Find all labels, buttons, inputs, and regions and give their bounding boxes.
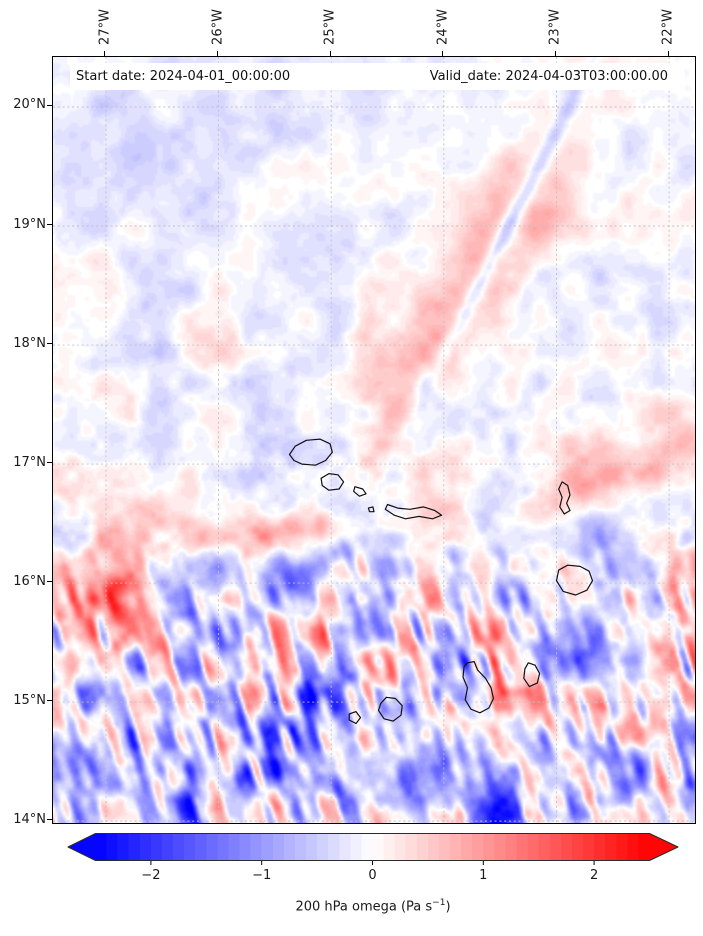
omega-field-heatmap	[53, 56, 695, 823]
lon-tick-label: 26°W	[210, 9, 226, 45]
lat-tick-mark	[47, 224, 52, 225]
lon-tick-mark	[217, 50, 219, 56]
lon-tick-label: 25°W	[322, 9, 338, 45]
colorbar-bar	[67, 832, 679, 862]
island-outline	[367, 505, 375, 512]
island-outline	[353, 485, 367, 497]
lon-tick-mark	[667, 50, 669, 56]
island-outline	[348, 710, 362, 724]
colorbar-tick-label: −2	[141, 868, 161, 883]
valid-date-label: Valid_date: 2024-04-03T03:00:00.00	[429, 68, 668, 84]
lat-tick-label: 17°N	[13, 454, 46, 470]
island-outline	[377, 696, 403, 722]
colorbar-label-exponent: −1	[432, 898, 446, 908]
colorbar-label-text: 200 hPa omega (Pa s	[295, 899, 433, 915]
lat-tick-mark	[47, 343, 52, 345]
lat-tick-label: 18°N	[13, 335, 46, 351]
colorbar-tick-label: 0	[368, 868, 377, 883]
island-outline	[555, 564, 594, 596]
colorbar	[67, 832, 679, 865]
lat-tick-mark	[47, 104, 52, 106]
colorbar-tick-label: 2	[589, 868, 599, 883]
lat-tick-label: 14°N	[13, 811, 46, 827]
map-plot-area: Start date: 2024-04-01_00:00:00 Valid_da…	[52, 55, 696, 824]
lon-tick-label: 27°W	[97, 9, 113, 45]
island-outline	[558, 480, 571, 515]
colorbar-label: 200 hPa omega (Pa s−1)	[52, 898, 694, 914]
colorbar-label-close: )	[445, 899, 451, 915]
island-outline	[462, 660, 494, 713]
lat-tick-mark	[47, 819, 52, 821]
island-outline	[523, 661, 541, 687]
lon-tick-mark	[104, 50, 106, 56]
start-date-label: Start date: 2024-04-01_00:00:00	[76, 68, 291, 84]
island-outline	[288, 438, 333, 466]
lat-tick-label: 16°N	[13, 573, 46, 589]
title-band: Start date: 2024-04-01_00:00:00 Valid_da…	[70, 62, 673, 90]
lat-tick-label: 20°N	[13, 97, 46, 113]
lat-tick-mark	[47, 462, 52, 464]
lat-tick-mark	[47, 700, 52, 702]
colorbar-tick-label: −1	[252, 868, 272, 883]
map-overlay	[53, 56, 695, 823]
colorbar-tick-label: 1	[479, 868, 488, 883]
lon-tick-mark	[554, 50, 556, 56]
island-outline	[320, 472, 345, 491]
lon-tick-mark	[442, 50, 444, 56]
lon-tick-label: 23°W	[547, 9, 563, 45]
lon-tick-label: 22°W	[660, 9, 676, 45]
lat-tick-label: 19°N	[13, 216, 46, 232]
lon-tick-mark	[329, 50, 331, 56]
island-outline	[384, 503, 443, 519]
lat-tick-mark	[47, 581, 52, 583]
lat-tick-label: 15°N	[13, 692, 46, 708]
lon-tick-label: 24°W	[435, 9, 451, 45]
